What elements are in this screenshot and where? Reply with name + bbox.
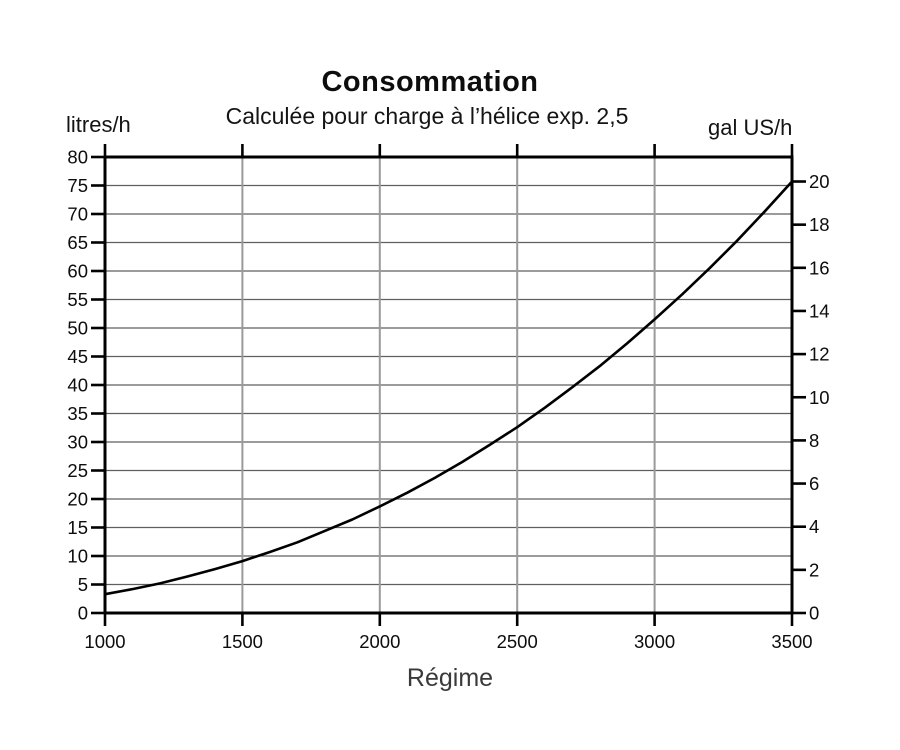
- chart-subtitle: Calculée pour charge à l’hélice exp. 2,5: [225, 103, 629, 129]
- y-left-tick-label: 45: [67, 346, 88, 367]
- y-right-tick-label: 12: [809, 344, 830, 365]
- y-right-tick-label: 18: [809, 214, 830, 235]
- y-right-tick-label: 10: [809, 387, 830, 408]
- y-right-tick-label: 14: [809, 300, 830, 321]
- y-left-tick-label: 70: [67, 204, 88, 225]
- y-right-tick-label: 8: [809, 430, 819, 451]
- y-right-tick-label: 0: [809, 603, 819, 624]
- chart-title: Consommation: [321, 66, 539, 98]
- x-tick-label: 1000: [84, 631, 125, 652]
- y-right-tick-label: 6: [809, 473, 819, 494]
- y-axis-label-right: gal US/h: [708, 115, 793, 140]
- x-axis-label: Régime: [406, 664, 494, 692]
- y-left-tick-label: 65: [67, 232, 88, 253]
- x-tick-label: 2000: [359, 631, 400, 652]
- consumption-curve: [103, 180, 794, 596]
- y-left-tick-label: 5: [78, 574, 88, 595]
- y-left-tick-label: 0: [78, 603, 88, 624]
- y-left-tick-label: 80: [67, 147, 88, 168]
- x-tick-label: 2500: [497, 631, 538, 652]
- y-left-tick-label: 30: [67, 432, 88, 453]
- y-left-tick-label: 15: [67, 517, 88, 538]
- x-tick-label: 3000: [634, 631, 675, 652]
- y-axis-label-left: litres/h: [66, 112, 131, 137]
- y-right-tick-label: 20: [809, 171, 830, 192]
- x-tick-label: 3500: [771, 631, 812, 652]
- y-left-tick-label: 60: [67, 261, 88, 282]
- y-left-tick-label: 40: [67, 375, 88, 396]
- y-left-tick-label: 75: [67, 175, 88, 196]
- y-right-tick-label: 4: [809, 516, 819, 537]
- y-left-tick-label: 10: [67, 546, 88, 567]
- y-right-tick-label: 2: [809, 559, 819, 580]
- y-left-tick-label: 55: [67, 289, 88, 310]
- y-left-tick-label: 25: [67, 460, 88, 481]
- x-tick-label: 1500: [222, 631, 263, 652]
- y-left-tick-label: 50: [67, 318, 88, 339]
- y-right-tick-label: 16: [809, 257, 830, 278]
- y-left-tick-label: 35: [67, 403, 88, 424]
- y-left-tick-label: 20: [67, 489, 88, 510]
